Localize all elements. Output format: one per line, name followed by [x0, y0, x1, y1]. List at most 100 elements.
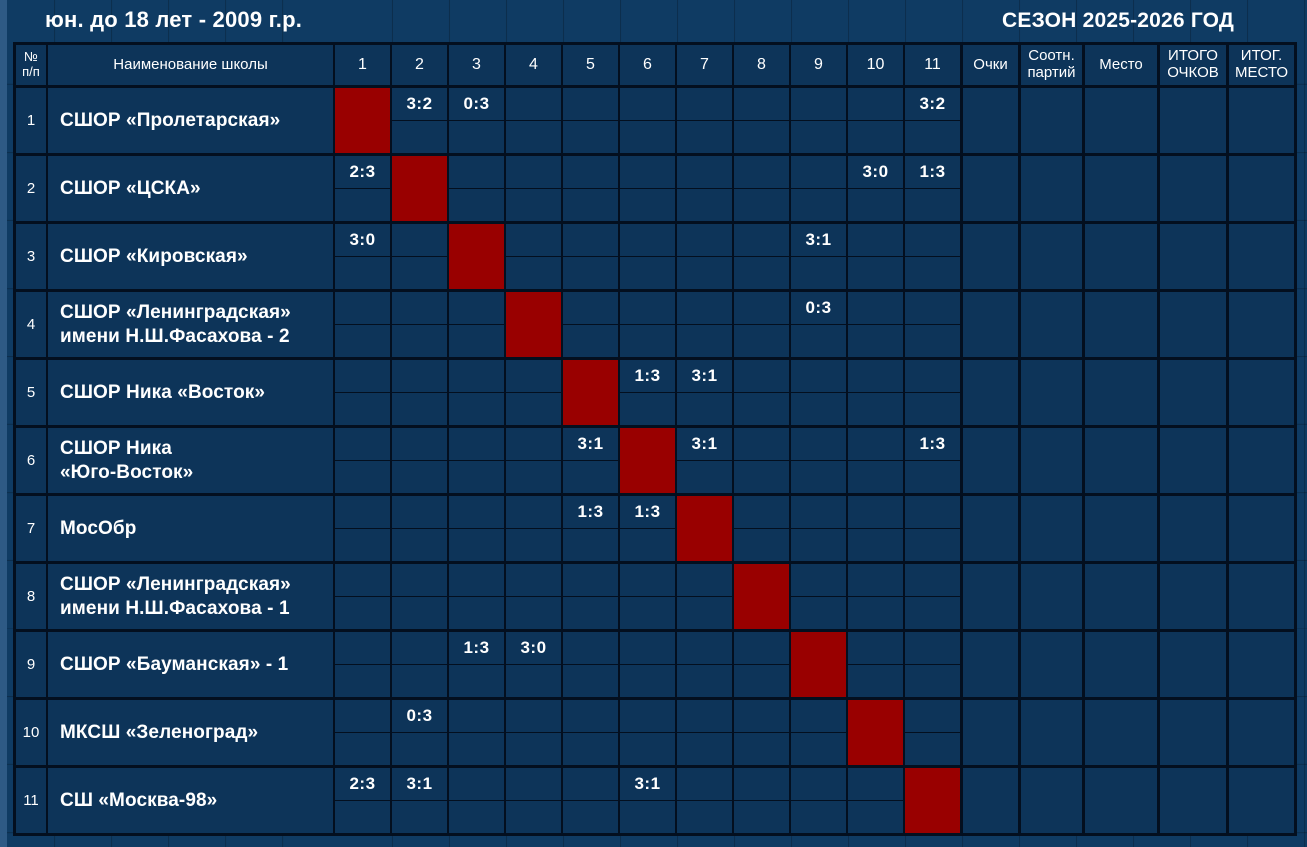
match-cell [561, 768, 618, 833]
points-cell [960, 224, 1018, 289]
match-sets-area [392, 733, 447, 766]
match-sets-area [620, 257, 675, 290]
match-cell [390, 224, 447, 289]
match-sets-area [848, 665, 903, 698]
season-title: СЕЗОН 2025-2026 ГОД [1002, 9, 1235, 32]
match-score-area [791, 496, 846, 529]
match-sets-area [506, 461, 561, 494]
row-number-cell: 4 [16, 292, 46, 357]
match-score-area [620, 564, 675, 597]
match-cell [903, 224, 960, 289]
team-row: 7 МосОбр 1:3 1:3 [16, 493, 1294, 561]
final-place-cell [1226, 428, 1294, 493]
match-cell: 3:1 [789, 224, 846, 289]
match-sets-area [905, 461, 960, 494]
score-text: 3:2 [919, 93, 946, 113]
match-sets-area [449, 529, 504, 562]
opponent-column-header: 11 [903, 45, 960, 85]
match-score-area: 3:1 [677, 428, 732, 461]
match-score-area [848, 224, 903, 257]
match-cell [333, 632, 390, 697]
row-number-cell: 10 [16, 700, 46, 765]
match-sets-area [563, 733, 618, 766]
match-cell [504, 88, 561, 153]
match-sets-area [848, 529, 903, 562]
match-cell [504, 224, 561, 289]
match-sets-area [848, 121, 903, 154]
match-sets-area [677, 257, 732, 290]
match-sets-area [677, 801, 732, 834]
score-text: 1:3 [634, 365, 661, 385]
place-cell [1082, 224, 1157, 289]
match-score-area [734, 156, 789, 189]
match-cell [732, 156, 789, 221]
final-place-column-header: ИТОГ. МЕСТО [1226, 45, 1294, 85]
score-text: 3:1 [691, 433, 718, 453]
match-score-area [848, 632, 903, 665]
score-text: 0:3 [805, 297, 832, 317]
place-cell [1082, 768, 1157, 833]
match-sets-area [335, 461, 390, 494]
match-cell [903, 564, 960, 629]
match-score-area [335, 292, 390, 325]
match-sets-area [392, 325, 447, 358]
match-score-area [335, 632, 390, 665]
total-points-cell [1157, 88, 1226, 153]
match-score-area [677, 564, 732, 597]
match-cell [447, 564, 504, 629]
row-number-cell: 7 [16, 496, 46, 561]
match-cell [504, 496, 561, 561]
match-cell [447, 292, 504, 357]
match-score-area [620, 700, 675, 733]
opponent-column-header: 6 [618, 45, 675, 85]
match-score-area [506, 88, 561, 121]
match-cell [732, 360, 789, 425]
match-sets-area [506, 801, 561, 834]
page-title: юн. до 18 лет - 2009 г.р. [45, 7, 303, 32]
match-sets-area [791, 801, 846, 834]
score-text: 3:1 [406, 773, 433, 793]
match-sets-area [848, 325, 903, 358]
match-sets-area [905, 393, 960, 426]
match-sets-area [905, 597, 960, 630]
match-sets-area [620, 665, 675, 698]
total-points-cell [1157, 632, 1226, 697]
match-score-area [905, 224, 960, 257]
match-score-area [905, 700, 960, 733]
match-sets-area [791, 733, 846, 766]
match-score-area: 3:1 [677, 360, 732, 393]
points-cell [960, 564, 1018, 629]
match-score-area [563, 700, 618, 733]
match-cell [333, 496, 390, 561]
team-name-cell: СШОР «Пролетарская» [46, 88, 333, 153]
points-cell [960, 292, 1018, 357]
match-score-area [848, 88, 903, 121]
set-ratio-cell [1018, 428, 1082, 493]
match-cell [504, 360, 561, 425]
match-sets-area [563, 325, 618, 358]
match-sets-area [620, 121, 675, 154]
points-cell [960, 428, 1018, 493]
opponent-column-header: 5 [561, 45, 618, 85]
match-sets-area [677, 325, 732, 358]
match-sets-area [677, 665, 732, 698]
match-score-area [848, 292, 903, 325]
match-cell [618, 292, 675, 357]
team-name-cell: МосОбр [46, 496, 333, 561]
match-score-area: 0:3 [791, 292, 846, 325]
match-cell [675, 224, 732, 289]
match-cell [618, 88, 675, 153]
match-score-area [848, 496, 903, 529]
place-cell [1082, 564, 1157, 629]
match-score-area [506, 428, 561, 461]
match-score-area [791, 768, 846, 801]
match-score-area [335, 496, 390, 529]
total-points-cell [1157, 496, 1226, 561]
match-cell: 1:3 [903, 428, 960, 493]
match-sets-area [734, 665, 789, 698]
match-score-area [449, 564, 504, 597]
score-text: 3:0 [862, 161, 889, 181]
match-cell: 3:2 [390, 88, 447, 153]
match-cell [675, 768, 732, 833]
match-score-area [791, 360, 846, 393]
